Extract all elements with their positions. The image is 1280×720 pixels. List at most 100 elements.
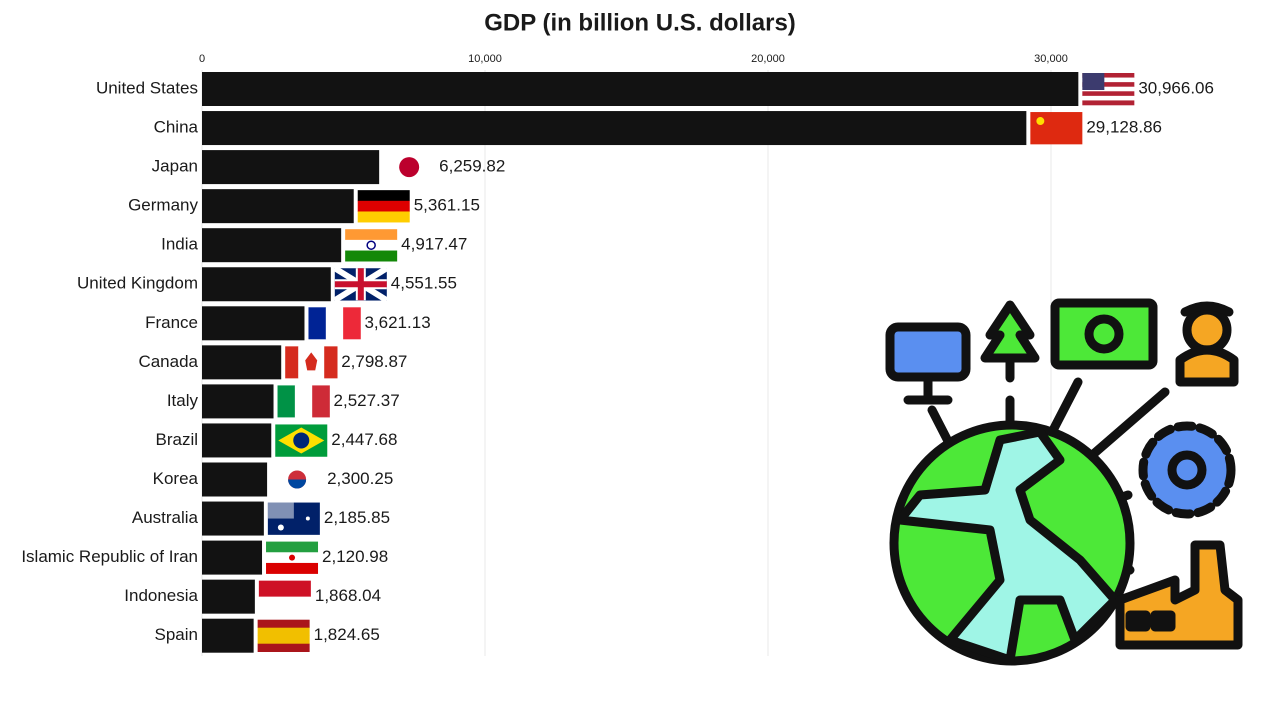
flag-disc [293, 432, 310, 449]
flag-stripe [257, 643, 310, 652]
flag-stripe [357, 200, 410, 212]
flag-star [277, 524, 284, 531]
y-tick-label: Japan [152, 157, 198, 176]
money-coin [1084, 314, 1124, 354]
flag-stripe [1082, 91, 1135, 97]
flag [267, 502, 320, 535]
value-label: 2,527.37 [334, 391, 400, 410]
y-tick-label: United Kingdom [77, 274, 198, 293]
flag-stripe [357, 211, 410, 223]
flag-stripe [1082, 100, 1135, 106]
flag-emblem [289, 554, 296, 561]
bar [202, 462, 268, 497]
flag [258, 580, 311, 613]
value-label: 1,868.04 [315, 586, 381, 605]
flag-disc [399, 157, 420, 178]
y-tick-label: Brazil [155, 430, 198, 449]
flag-stripe [1082, 77, 1135, 83]
bar [202, 72, 1079, 106]
value-label: 2,798.87 [341, 352, 407, 371]
x-tick-label: 10,000 [468, 53, 502, 65]
flag-stripe [1082, 82, 1135, 88]
bar [202, 618, 254, 653]
flag [333, 265, 389, 303]
chart-title: GDP (in billion U.S. dollars) [484, 9, 796, 36]
bars: United States 30,966.06 China 29,128.86 Japa… [21, 72, 1214, 653]
flag-stripe [357, 190, 410, 202]
value-label: 1,824.65 [314, 625, 380, 644]
flag [277, 385, 330, 418]
value-label: 29,128.86 [1086, 118, 1162, 137]
person-hair [1180, 301, 1234, 317]
flag-stripe [325, 307, 344, 340]
y-tick-label: Indonesia [124, 586, 198, 605]
y-tick-label: Canada [138, 352, 198, 371]
flag-stripe [1030, 112, 1083, 145]
bar [202, 228, 342, 263]
flag [285, 346, 338, 379]
flag-stripe [266, 541, 319, 553]
flag-stripe [257, 635, 310, 644]
flag-stripe [277, 385, 296, 418]
x-tick-label: 30,000 [1034, 53, 1068, 65]
bar [202, 267, 331, 302]
flag [345, 229, 398, 262]
bar [202, 579, 255, 614]
bar [202, 501, 264, 536]
value-label: 4,551.55 [391, 274, 457, 293]
flag-stripe [1082, 73, 1135, 78]
flag [1082, 73, 1135, 106]
flag-stripe [285, 346, 299, 379]
flag [266, 541, 319, 574]
flag-stripe [324, 346, 338, 379]
monitor-stand [903, 373, 953, 405]
bar [202, 189, 354, 224]
bar [202, 345, 282, 380]
flag-stripe [345, 239, 398, 251]
flag [308, 307, 361, 340]
bar [202, 111, 1027, 146]
y-tick-label: France [145, 313, 198, 332]
y-tick-label: Spain [155, 625, 198, 644]
flag-star [1036, 117, 1045, 126]
person-body [1175, 345, 1239, 387]
flag-stripe [257, 627, 310, 636]
value-label: 2,447.68 [331, 430, 397, 449]
value-label: 2,300.25 [327, 469, 393, 488]
y-tick-label: China [154, 118, 199, 137]
flag-stripe [258, 596, 311, 613]
y-tick-label: Australia [132, 508, 199, 527]
flag-stripe [345, 229, 398, 241]
bar [202, 540, 263, 575]
ocean [895, 427, 1120, 665]
x-tick-label: 20,000 [751, 53, 785, 65]
flag-canton [1082, 73, 1105, 90]
value-label: 6,259.82 [439, 157, 505, 176]
bar [202, 306, 305, 341]
value-label: 5,361.15 [414, 196, 480, 215]
flag-stripe [312, 385, 330, 418]
flag-stripe [345, 250, 398, 262]
flag-leaf [305, 352, 318, 371]
flag-star [305, 516, 310, 521]
flag-disc-half [288, 479, 307, 489]
flag-stripe [257, 619, 310, 628]
flag-stripe [266, 562, 319, 574]
factory-window [1150, 610, 1176, 632]
value-label: 4,917.47 [401, 235, 467, 254]
flag [357, 190, 410, 223]
bar [202, 384, 274, 419]
person-head [1182, 305, 1232, 355]
illustration [885, 298, 1243, 666]
flag [383, 151, 436, 184]
value-label: 3,621.13 [364, 313, 430, 332]
flag-stripe [1082, 95, 1135, 101]
x-tick-label: 0 [199, 53, 205, 65]
connector [927, 405, 955, 450]
flag-stripe [258, 580, 311, 597]
y-tick-label: Islamic Republic of Iran [21, 547, 198, 566]
flag-canton [267, 502, 294, 519]
flag [257, 619, 310, 652]
value-label: 2,185.85 [324, 508, 390, 527]
